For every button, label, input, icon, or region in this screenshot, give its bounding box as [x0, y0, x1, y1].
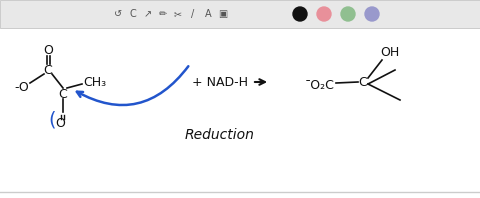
Text: C: C	[59, 88, 67, 101]
Circle shape	[317, 7, 331, 21]
Text: A: A	[204, 9, 211, 19]
Text: OH: OH	[380, 46, 400, 58]
Text: C: C	[130, 9, 136, 19]
Bar	[0, 0, 480, 28]
Text: CH₃: CH₃	[84, 75, 107, 89]
Text: C: C	[359, 75, 367, 89]
Text: ▣: ▣	[218, 9, 228, 19]
Text: -O: -O	[14, 81, 29, 93]
Text: ¯O₂C: ¯O₂C	[305, 78, 335, 91]
Text: ✂: ✂	[174, 9, 182, 19]
Circle shape	[341, 7, 355, 21]
Text: C: C	[44, 64, 52, 76]
Text: (: (	[48, 110, 56, 129]
Text: ↺: ↺	[114, 9, 122, 19]
Text: ↗: ↗	[144, 9, 152, 19]
Text: /: /	[192, 9, 194, 19]
Circle shape	[365, 7, 379, 21]
Circle shape	[293, 7, 307, 21]
Text: ✏: ✏	[159, 9, 167, 19]
Text: O: O	[55, 116, 65, 129]
Text: + NAD-H: + NAD-H	[192, 75, 248, 89]
Text: O: O	[43, 44, 53, 56]
Text: Reduction: Reduction	[185, 128, 255, 142]
